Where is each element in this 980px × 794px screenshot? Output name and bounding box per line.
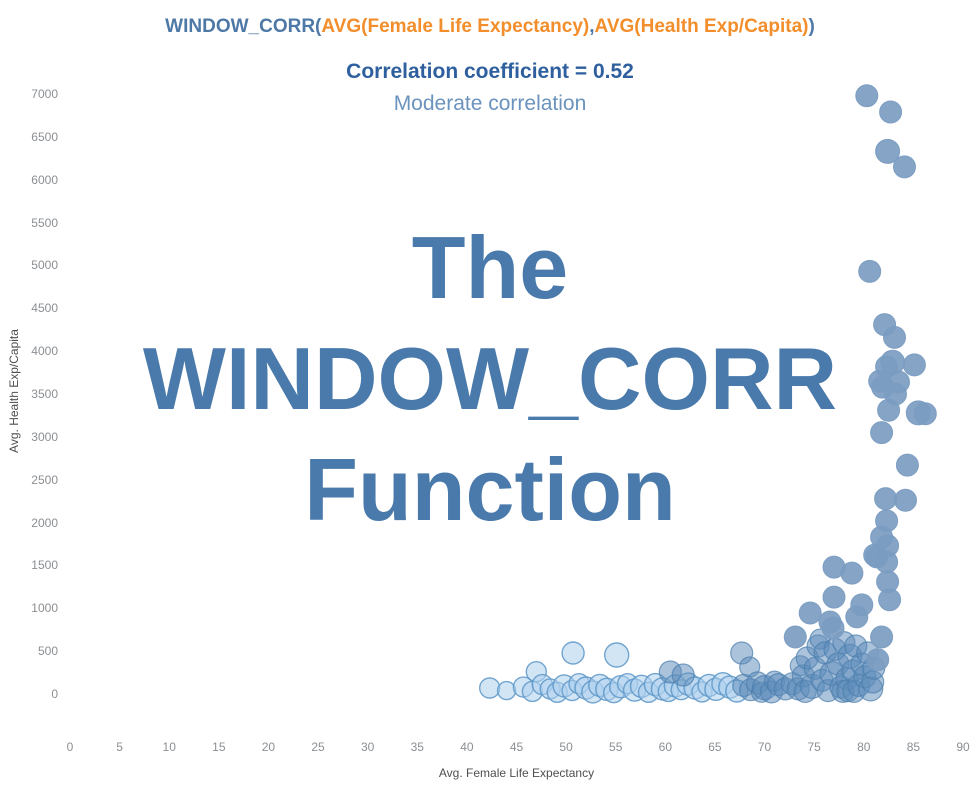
- x-tick-label: 85: [906, 740, 921, 754]
- data-point[interactable]: [479, 677, 501, 699]
- data-point[interactable]: [496, 680, 517, 701]
- x-tick-label: 55: [609, 740, 623, 754]
- y-tick-label: 5500: [31, 215, 58, 230]
- data-point[interactable]: [902, 353, 926, 377]
- x-tick-label: 80: [857, 740, 871, 754]
- data-point[interactable]: [561, 641, 585, 665]
- y-tick-label: 7000: [31, 87, 58, 101]
- y-tick-label: 6500: [31, 129, 58, 144]
- data-point[interactable]: [879, 100, 903, 124]
- x-tick-label: 25: [311, 740, 325, 754]
- x-axis-title: Avg. Female Life Expectancy: [438, 766, 595, 780]
- y-tick-label: 1500: [31, 558, 58, 573]
- x-tick-label: 60: [658, 740, 672, 754]
- data-point[interactable]: [895, 453, 919, 477]
- x-tick-label: 5: [116, 740, 123, 754]
- y-tick-label: 3500: [31, 387, 58, 401]
- x-tick-label: 10: [162, 740, 176, 754]
- y-tick-label: 2000: [31, 515, 58, 530]
- data-point[interactable]: [822, 585, 846, 609]
- x-tick-label: 20: [261, 740, 276, 754]
- title-function-name: WINDOW_CORR(: [165, 16, 322, 37]
- x-tick-label: 0: [66, 740, 74, 754]
- data-point[interactable]: [671, 663, 695, 687]
- y-tick-label: 4000: [31, 344, 58, 359]
- data-point[interactable]: [880, 349, 906, 375]
- correlation-coefficient-text: Correlation coefficient = 0.52: [346, 60, 634, 83]
- data-point[interactable]: [850, 593, 874, 617]
- data-point[interactable]: [875, 509, 899, 533]
- y-tick-label: 2500: [31, 472, 58, 487]
- y-tick-label: 500: [37, 644, 58, 659]
- data-point[interactable]: [858, 259, 882, 283]
- data-point[interactable]: [855, 84, 879, 108]
- data-point[interactable]: [873, 313, 897, 337]
- x-tick-label: 40: [460, 740, 474, 754]
- x-tick-label: 30: [360, 740, 375, 754]
- correlation-strength-text: Moderate correlation: [393, 92, 587, 115]
- y-tick-label: 4500: [31, 301, 58, 316]
- y-tick-label: 3000: [31, 429, 58, 444]
- data-point[interactable]: [870, 421, 894, 445]
- x-tick-label: 50: [559, 740, 573, 754]
- x-tick-label: 65: [708, 740, 722, 754]
- data-point[interactable]: [894, 488, 917, 512]
- x-tick-label: 35: [410, 740, 424, 754]
- data-point[interactable]: [893, 155, 916, 179]
- y-tick-label: 0: [51, 687, 58, 701]
- y-tick-label: 1000: [31, 601, 58, 616]
- x-tick-label: 90: [956, 740, 970, 754]
- data-point[interactable]: [874, 487, 898, 511]
- data-point[interactable]: [876, 570, 900, 594]
- data-point[interactable]: [840, 561, 864, 585]
- title-close-paren: ): [808, 16, 815, 37]
- data-point[interactable]: [798, 601, 822, 625]
- data-point[interactable]: [866, 648, 890, 672]
- y-tick-label: 6000: [31, 172, 58, 187]
- x-tick-label: 70: [757, 740, 772, 754]
- chart-title: WINDOW_CORR(AVG(Female Life Expectancy),…: [0, 16, 980, 38]
- data-point[interactable]: [875, 138, 901, 164]
- data-point[interactable]: [821, 616, 845, 640]
- title-argument-2: AVG(Health Exp/Capita): [594, 16, 809, 37]
- x-tick-label: 75: [807, 740, 821, 754]
- x-tick-label: 15: [212, 740, 226, 754]
- y-tick-label: 5000: [31, 258, 58, 273]
- data-point[interactable]: [783, 625, 807, 649]
- data-point[interactable]: [870, 625, 894, 649]
- title-argument-1: AVG(Female Life Expectancy): [321, 16, 590, 37]
- title-comma: ,: [589, 16, 595, 37]
- data-point[interactable]: [913, 402, 937, 426]
- data-point[interactable]: [604, 642, 630, 668]
- x-tick-label: 45: [509, 740, 524, 754]
